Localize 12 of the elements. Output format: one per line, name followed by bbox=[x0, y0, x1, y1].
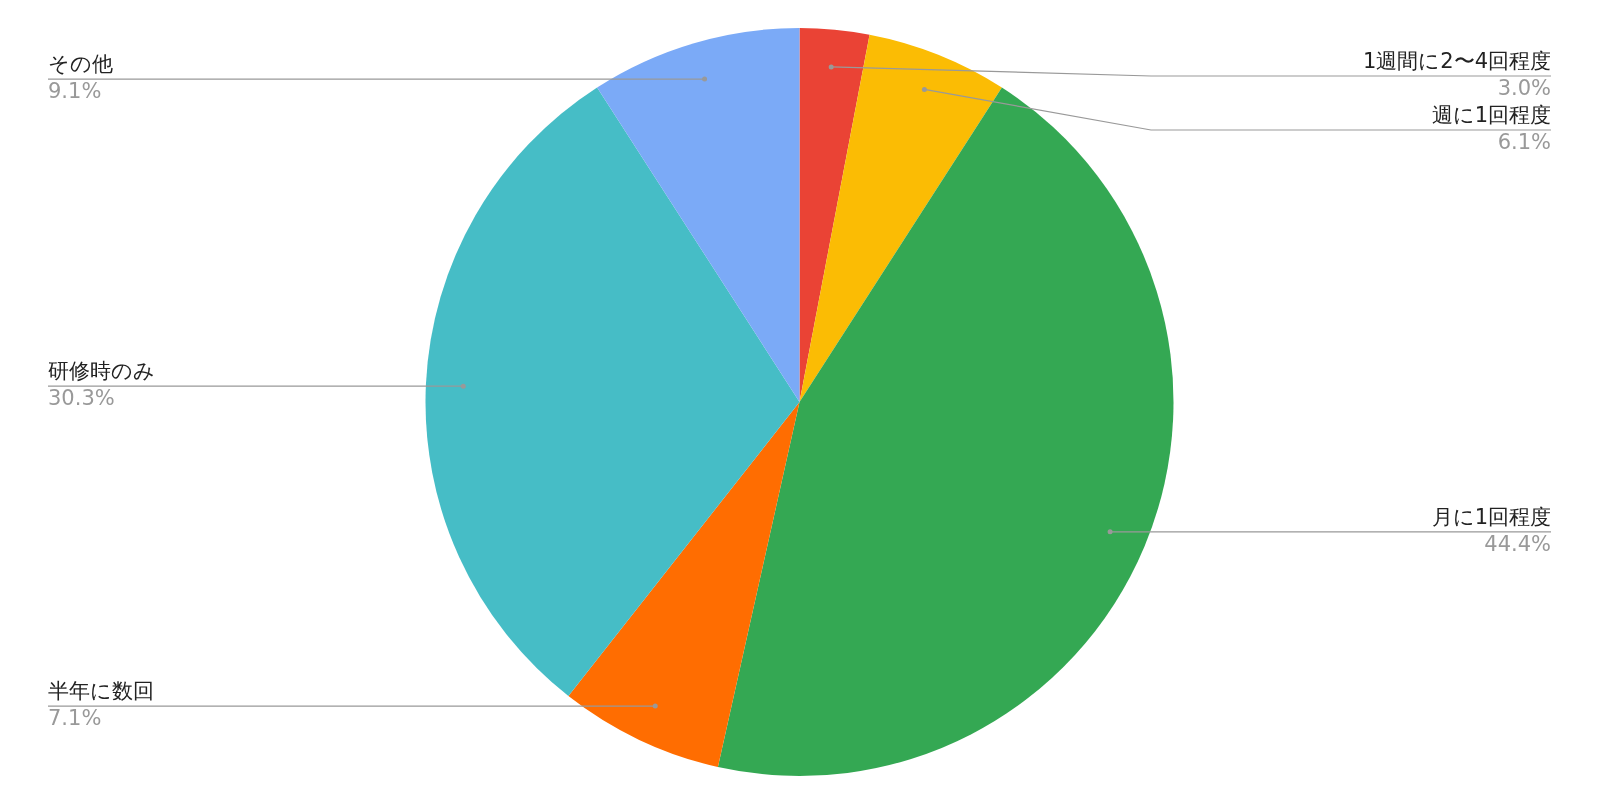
slice-label: 研修時のみ bbox=[48, 359, 155, 384]
slice-label: 1週間に2〜4回程度 bbox=[1362, 48, 1551, 73]
data-label: 44.4% bbox=[1484, 531, 1551, 556]
slice-label: 週に1回程度 bbox=[1431, 102, 1551, 127]
slice-label: 半年に数回 bbox=[48, 679, 154, 704]
data-label: 3.0% bbox=[1497, 75, 1551, 100]
data-label: 6.1% bbox=[1497, 129, 1551, 154]
data-label: 7.1% bbox=[48, 706, 102, 731]
slice-label: 月に1回程度 bbox=[1431, 504, 1551, 529]
data-label: 9.1% bbox=[48, 79, 102, 104]
data-label: 30.3% bbox=[48, 386, 115, 411]
slice-label: その他 bbox=[48, 52, 113, 77]
